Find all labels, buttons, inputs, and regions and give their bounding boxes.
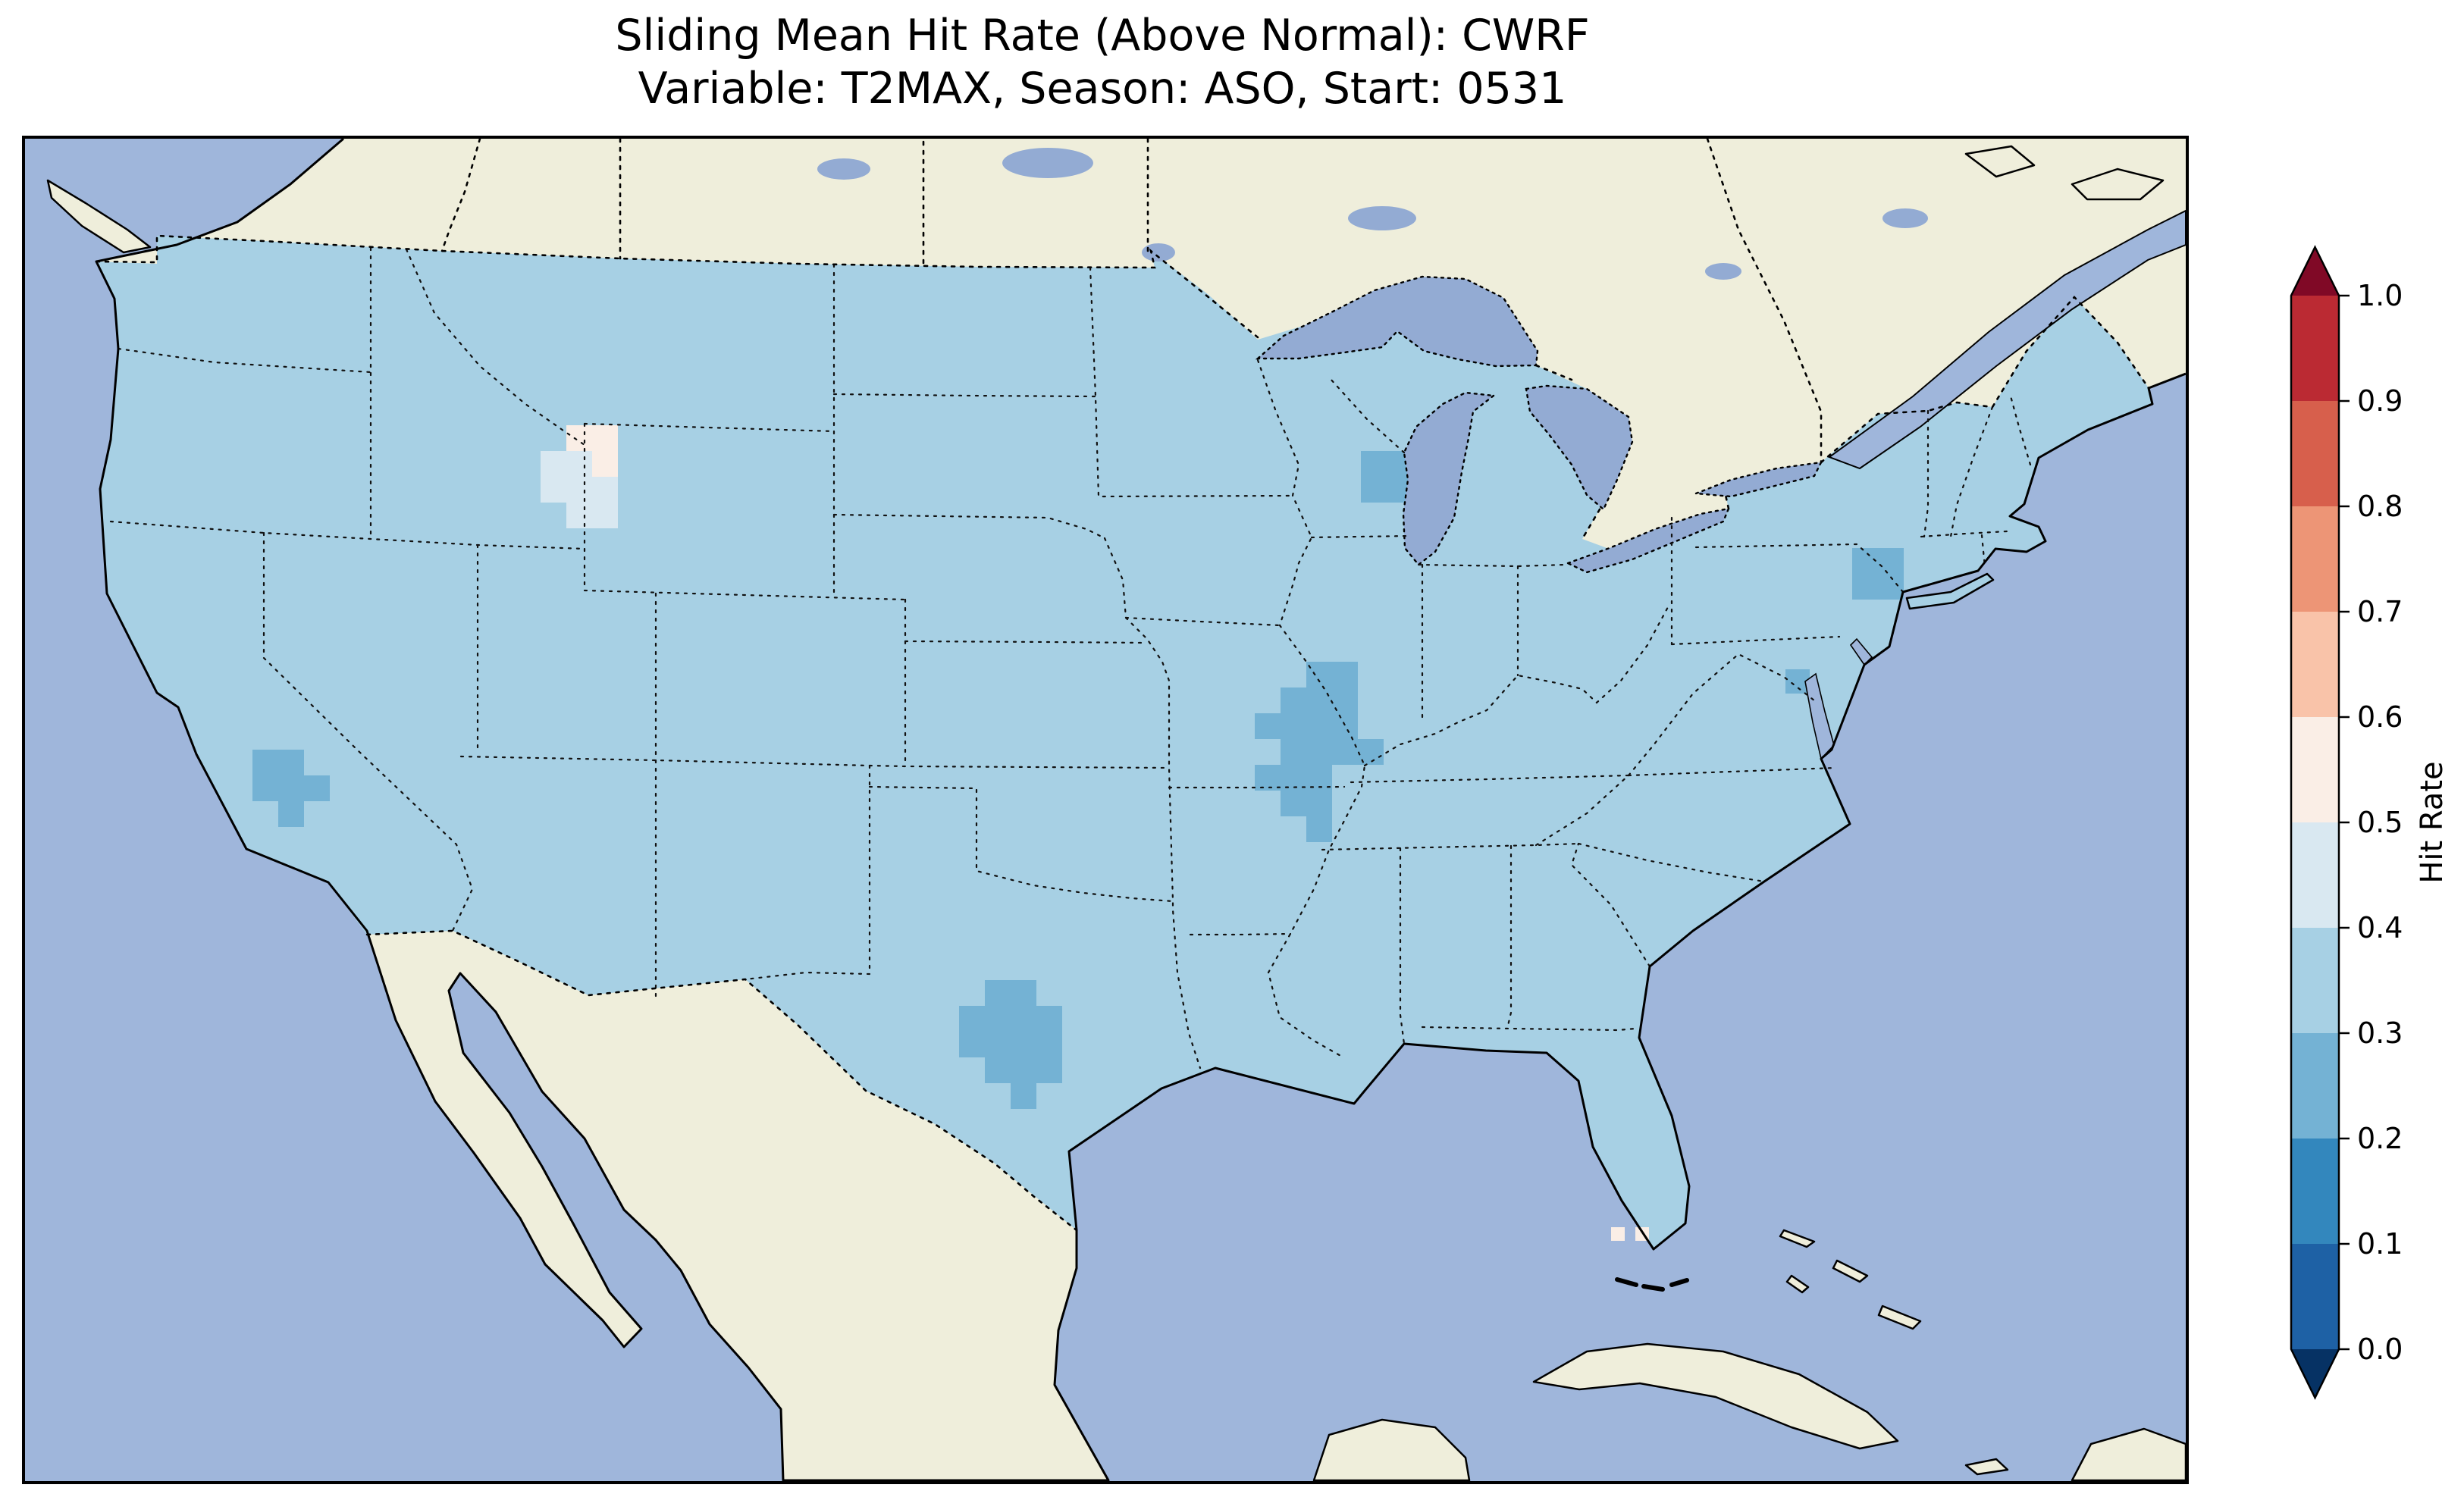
patch-florida-pale bbox=[1611, 1227, 1649, 1241]
st-lawrence-river bbox=[1827, 209, 2186, 470]
us-canada-border bbox=[95, 234, 1259, 339]
coastline bbox=[95, 139, 2186, 1481]
colorbar-segment bbox=[2291, 296, 2339, 401]
long-island bbox=[1905, 572, 1995, 610]
lake-huron bbox=[1525, 384, 1634, 511]
colorbar: 1.0 0.9 0.8 0.7 0.6 0.5 0.4 0.3 0.2 0.1 … bbox=[2284, 241, 2428, 1412]
colorbar-tick-label: 0.6 bbox=[2357, 700, 2403, 734]
canada-lakes bbox=[817, 148, 1928, 280]
colorbar-segment bbox=[2291, 506, 2339, 612]
islands-group bbox=[46, 145, 2186, 1481]
great-lakes bbox=[1255, 275, 1823, 574]
patch-wyoming-white bbox=[566, 425, 618, 477]
lake-ontario bbox=[1695, 461, 1823, 498]
canada-lake bbox=[1882, 208, 1928, 228]
us-canada-border bbox=[1820, 296, 2150, 464]
colorbar-tick-label: 0.1 bbox=[2357, 1227, 2403, 1261]
anticosti-island bbox=[1964, 145, 2036, 178]
bahamas-island bbox=[1779, 1229, 1816, 1248]
florida-keys bbox=[1615, 1277, 1689, 1292]
colorbar-segment bbox=[2291, 1033, 2339, 1139]
lake-winnipeg bbox=[1002, 148, 1093, 178]
bahamas-island bbox=[1877, 1305, 1922, 1330]
colorbar-tick-label: 0.2 bbox=[2357, 1122, 2403, 1155]
bahamas-island bbox=[1785, 1274, 1810, 1294]
colorbar-tick-label: 0.3 bbox=[2357, 1016, 2403, 1050]
colorbar-tick-label: 0.0 bbox=[2357, 1333, 2403, 1366]
colorbar-segment bbox=[2291, 822, 2339, 928]
state-borders bbox=[109, 246, 2032, 1070]
patch-wisconsin bbox=[1361, 451, 1412, 503]
colorbar-tick-label: 0.9 bbox=[2357, 384, 2403, 418]
colorbar-tick-label: 0.4 bbox=[2357, 911, 2403, 944]
colorbar-segment bbox=[2291, 612, 2339, 717]
colorbar-tick-label: 0.8 bbox=[2357, 490, 2403, 523]
patch-new-jersey bbox=[1852, 548, 1904, 600]
colorbar-segment bbox=[2291, 928, 2339, 1033]
patch-california bbox=[252, 750, 330, 827]
lake-erie bbox=[1565, 507, 1730, 574]
patch-texas bbox=[959, 980, 1062, 1109]
international-borders bbox=[95, 139, 2150, 1232]
colorbar-axis-label: Hit Rate bbox=[2415, 761, 2450, 884]
canada-lake bbox=[1705, 263, 1741, 280]
canada-lake bbox=[817, 158, 870, 180]
colorbar-tick-label: 0.7 bbox=[2357, 595, 2403, 628]
colorbar-segment bbox=[2291, 401, 2339, 506]
map-panel bbox=[22, 136, 2189, 1484]
gulf-st-lawrence-island bbox=[2071, 168, 2165, 201]
colorbar-segment bbox=[2291, 1139, 2339, 1244]
hispaniola bbox=[2071, 1427, 2186, 1481]
colorbar-over-arrow bbox=[2291, 247, 2339, 296]
colorbar-ticks bbox=[2339, 294, 2350, 1351]
colorbar-tick-label: 1.0 bbox=[2357, 279, 2403, 312]
us-canada-border bbox=[1723, 490, 1730, 510]
us-mexico-border bbox=[365, 929, 1078, 1232]
patch-wyoming-pale bbox=[541, 451, 618, 528]
bahamas-island bbox=[1832, 1259, 1869, 1283]
lake-of-the-woods bbox=[1142, 243, 1175, 262]
us-canada-border bbox=[1535, 364, 1573, 381]
yucatan-peninsula bbox=[1312, 1418, 1471, 1481]
vancouver-island bbox=[46, 179, 152, 254]
us-canada-border bbox=[1581, 508, 1601, 540]
colorbar-segment bbox=[2291, 717, 2339, 822]
colorbar-tick-label: 0.5 bbox=[2357, 806, 2403, 839]
lake-nipigon bbox=[1348, 206, 1416, 230]
map-svg bbox=[25, 139, 2186, 1481]
canada-province-border bbox=[1706, 139, 1823, 464]
page-title: Sliding Mean Hit Rate (Above Normal): CW… bbox=[615, 11, 1590, 61]
lake-michigan bbox=[1402, 391, 1497, 566]
jamaica bbox=[1964, 1458, 2009, 1476]
cuba bbox=[1532, 1342, 1899, 1450]
low-hit-rate-patches bbox=[252, 451, 1904, 1109]
patch-missouri-illinois bbox=[1255, 662, 1384, 842]
canada-province-border bbox=[440, 139, 481, 252]
colorbar-under-arrow bbox=[2291, 1349, 2339, 1398]
colorbar-segment bbox=[2291, 1244, 2339, 1349]
page-subtitle: Variable: T2MAX, Season: ASO, Start: 053… bbox=[638, 64, 1567, 114]
